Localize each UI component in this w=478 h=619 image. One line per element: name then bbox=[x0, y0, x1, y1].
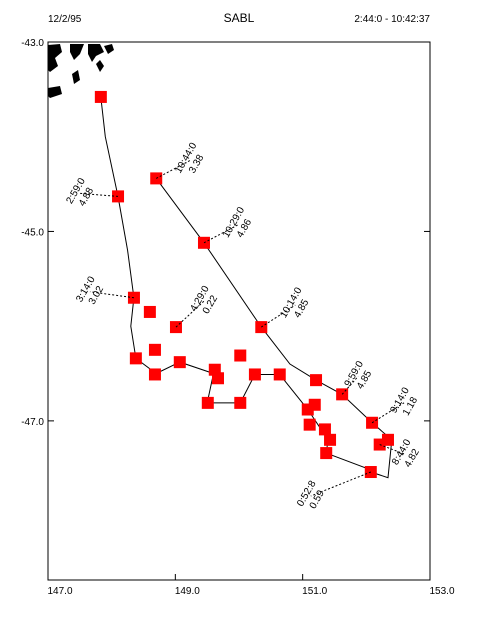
leader-line bbox=[379, 444, 406, 456]
waypoint-label: 4:29:00.22 bbox=[188, 284, 220, 316]
waypoint-label: 3:14:03.02 bbox=[74, 274, 106, 306]
x-tick-label: 151.0 bbox=[302, 586, 327, 597]
waypoint bbox=[381, 433, 394, 446]
y-tick-label: -45.0 bbox=[21, 227, 44, 238]
waypoint bbox=[308, 398, 321, 411]
leader-line bbox=[310, 471, 371, 497]
waypoint bbox=[94, 90, 107, 103]
waypoint bbox=[201, 396, 214, 409]
leader-line bbox=[89, 291, 135, 299]
waypoint-label: 10:44:03.38 bbox=[173, 141, 206, 176]
waypoint-label: 8:44:04.82 bbox=[390, 437, 422, 469]
waypoint bbox=[303, 418, 316, 431]
waypoint bbox=[234, 396, 247, 409]
leader-line bbox=[341, 376, 359, 395]
waypoint bbox=[273, 368, 286, 381]
waypoint bbox=[129, 352, 142, 365]
x-tick-label: 149.0 bbox=[175, 586, 200, 597]
time-range: 2:44:0 - 10:42:37 bbox=[354, 14, 430, 25]
waypoint bbox=[143, 305, 156, 318]
x-tick-label: 153.0 bbox=[429, 586, 454, 597]
waypoint bbox=[248, 368, 261, 381]
waypoint bbox=[148, 343, 161, 356]
waypoint bbox=[148, 368, 161, 381]
waypoint-label: 0:52:80.59 bbox=[295, 479, 327, 511]
chart-title: SABL bbox=[224, 11, 255, 25]
leader-line bbox=[203, 224, 239, 244]
waypoint-label: 10:29:04.86 bbox=[221, 205, 254, 240]
plot-frame bbox=[47, 41, 431, 581]
coastline bbox=[48, 44, 114, 98]
x-tick-label: 147.0 bbox=[47, 586, 72, 597]
waypoint-label: 9:14:01.18 bbox=[388, 385, 420, 417]
date: 12/2/95 bbox=[48, 14, 82, 25]
flight-track bbox=[100, 96, 393, 479]
waypoint bbox=[211, 372, 224, 385]
leader-line bbox=[155, 159, 191, 179]
waypoint-label: 10:14:04.85 bbox=[278, 285, 311, 320]
waypoint-label: 2:59:04.88 bbox=[64, 176, 96, 208]
leader-line bbox=[261, 304, 296, 328]
waypoint bbox=[318, 423, 331, 436]
waypoint bbox=[320, 447, 333, 460]
waypoint bbox=[310, 374, 323, 387]
waypoint bbox=[324, 433, 337, 446]
y-tick-label: -47.0 bbox=[21, 417, 44, 428]
waypoint bbox=[173, 356, 186, 369]
y-tick-label: -43.0 bbox=[21, 38, 44, 49]
waypoint bbox=[234, 349, 247, 362]
